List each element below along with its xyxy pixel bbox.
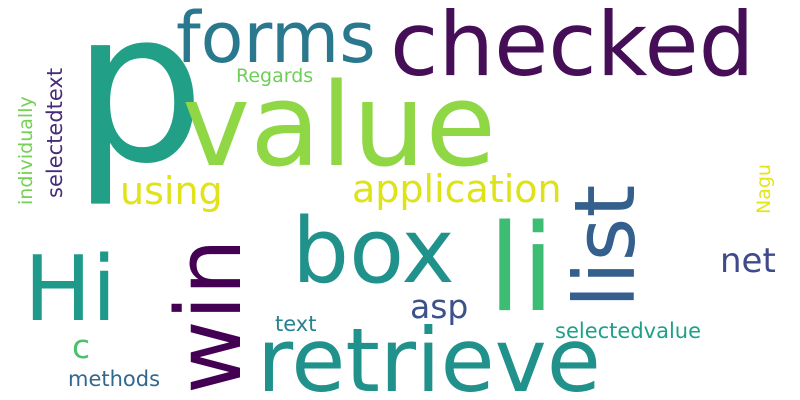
word-box: box xyxy=(292,199,455,304)
word-p: p xyxy=(72,0,205,210)
word-individually: individually xyxy=(15,96,37,205)
word-selectedtext: selectedtext xyxy=(43,68,67,198)
word-hi: Hi xyxy=(24,237,117,342)
word-retrieve: retrieve xyxy=(257,309,601,400)
word-text: text xyxy=(275,312,316,336)
word-win: win xyxy=(157,238,262,394)
word-c: c xyxy=(72,327,90,366)
word-li: li xyxy=(488,200,555,339)
word-checked: checked xyxy=(390,0,755,96)
word-list: list xyxy=(556,185,654,308)
word-value: value xyxy=(182,59,496,193)
word-forms: forms xyxy=(176,0,376,79)
word-net: net xyxy=(720,241,776,281)
word-regards: Regards xyxy=(236,65,313,87)
word-nagu: Nagu xyxy=(753,164,775,214)
word-using: using xyxy=(120,169,223,213)
word-asp: asp xyxy=(410,287,468,326)
word-application: application xyxy=(352,167,562,211)
word-selectedvalue: selectedvalue xyxy=(555,319,701,343)
word-methods: methods xyxy=(68,367,160,391)
